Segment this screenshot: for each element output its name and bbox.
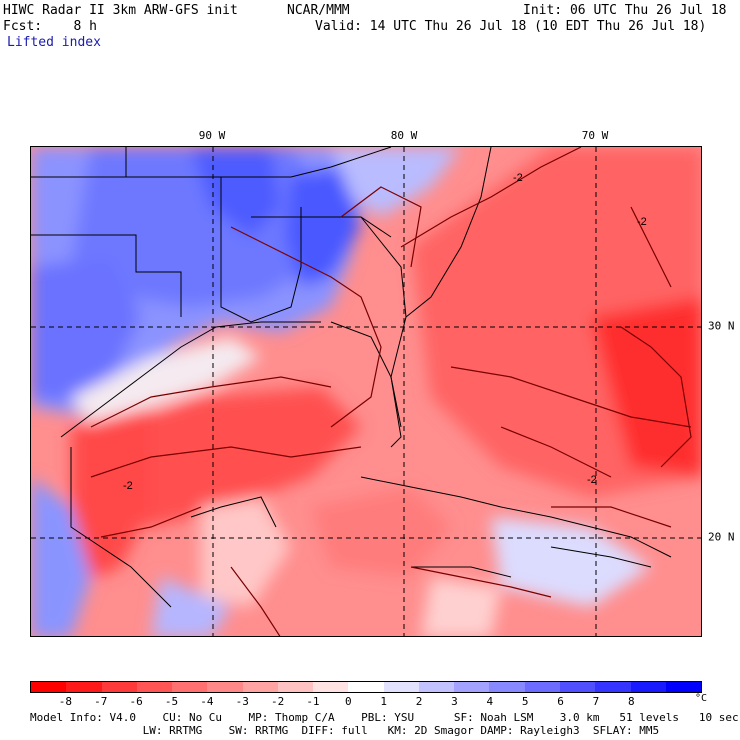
lifted-index-map: -2 -2 -2 -2: [30, 146, 702, 637]
colorbar-segment: [313, 682, 349, 692]
map-svg: -2 -2 -2 -2: [31, 147, 701, 636]
contours: [90, 147, 692, 636]
colorbar-tick-label: 4: [486, 695, 494, 708]
colorbar-segment: [136, 682, 173, 692]
valid-time: Valid: 14 UTC Thu 26 Jul 18 (10 EDT Thu …: [315, 19, 707, 34]
lon-label-90w: 90 W: [198, 129, 226, 142]
colorbar-segment: [101, 682, 137, 692]
colorbar-tick-label: -7: [94, 695, 108, 708]
contour-label: -2: [123, 480, 133, 492]
colorbar-segment: [277, 682, 314, 692]
contour-label: -2: [587, 474, 597, 486]
colorbar-segment: [524, 682, 560, 692]
colorbar-segment: [207, 682, 243, 692]
field-name: Lifted index: [7, 35, 101, 50]
colorbar-tick-label: -1: [306, 695, 320, 708]
lon-label-80w: 80 W: [390, 129, 418, 142]
model-info-line2: LW: RRTMG SW: RRTMG DIFF: full KM: 2D Sm…: [30, 724, 660, 737]
colorbar-segment: [348, 682, 384, 692]
contour-label: -2: [637, 216, 647, 228]
model-info-line1: Model Info: V4.0 CU: No Cu MP: Thomp C/A…: [30, 711, 739, 724]
colorbar-tick-label: -5: [164, 695, 179, 708]
colorbar-tick-label: -3: [235, 695, 249, 708]
colorbar-segment: [454, 682, 490, 692]
colorbar-segment: [559, 682, 596, 692]
init-time: Init: 06 UTC Thu 26 Jul 18: [523, 3, 727, 18]
title-left: HIWC Radar II 3km ARW-GFS init: [3, 3, 238, 18]
colorbar-tick-label: 0: [345, 695, 352, 708]
colorbar-segment: [383, 682, 419, 692]
colorbar: [30, 681, 702, 693]
colorbar-segment: [31, 682, 67, 692]
field-shading: [31, 147, 701, 636]
colorbar-tick-label: 5: [521, 695, 529, 708]
colorbar-segment: [489, 682, 525, 692]
colorbar-unit: °C: [695, 693, 708, 704]
colorbar-segment: [66, 682, 102, 692]
colorbar-tick-label: 8: [627, 695, 635, 708]
colorbar-tick-label: -4: [200, 695, 214, 708]
colorbar-segment: [172, 682, 208, 692]
coastlines: [31, 147, 672, 608]
colorbar-segment: [665, 682, 702, 692]
lat-lon-grid: [31, 147, 701, 636]
colorbar-segment: [242, 682, 278, 692]
colorbar-tick-label: 1: [380, 695, 387, 708]
lat-label-30n: 30 N: [708, 319, 735, 333]
colorbar-tick-label: -2: [270, 695, 285, 708]
forecast-hour: Fcst: 8 h: [3, 19, 97, 34]
colorbar-tick-label: 6: [557, 695, 564, 708]
colorbar-tick-label: -8: [58, 695, 72, 708]
colorbar-segment: [630, 682, 666, 692]
lat-label-20n: 20 N: [708, 530, 735, 544]
colorbar-tick-label: 7: [592, 695, 600, 708]
lon-label-70w: 70 W: [581, 129, 609, 142]
colorbar-segment: [595, 682, 631, 692]
colorbar-tick-label: 2: [415, 695, 423, 708]
colorbar-tick-label: 3: [451, 695, 458, 708]
colorbar-tick-label: -6: [129, 695, 143, 708]
org-label: NCAR/MMM: [287, 3, 350, 18]
colorbar-segment: [418, 682, 455, 692]
contour-label: -2: [513, 172, 523, 184]
